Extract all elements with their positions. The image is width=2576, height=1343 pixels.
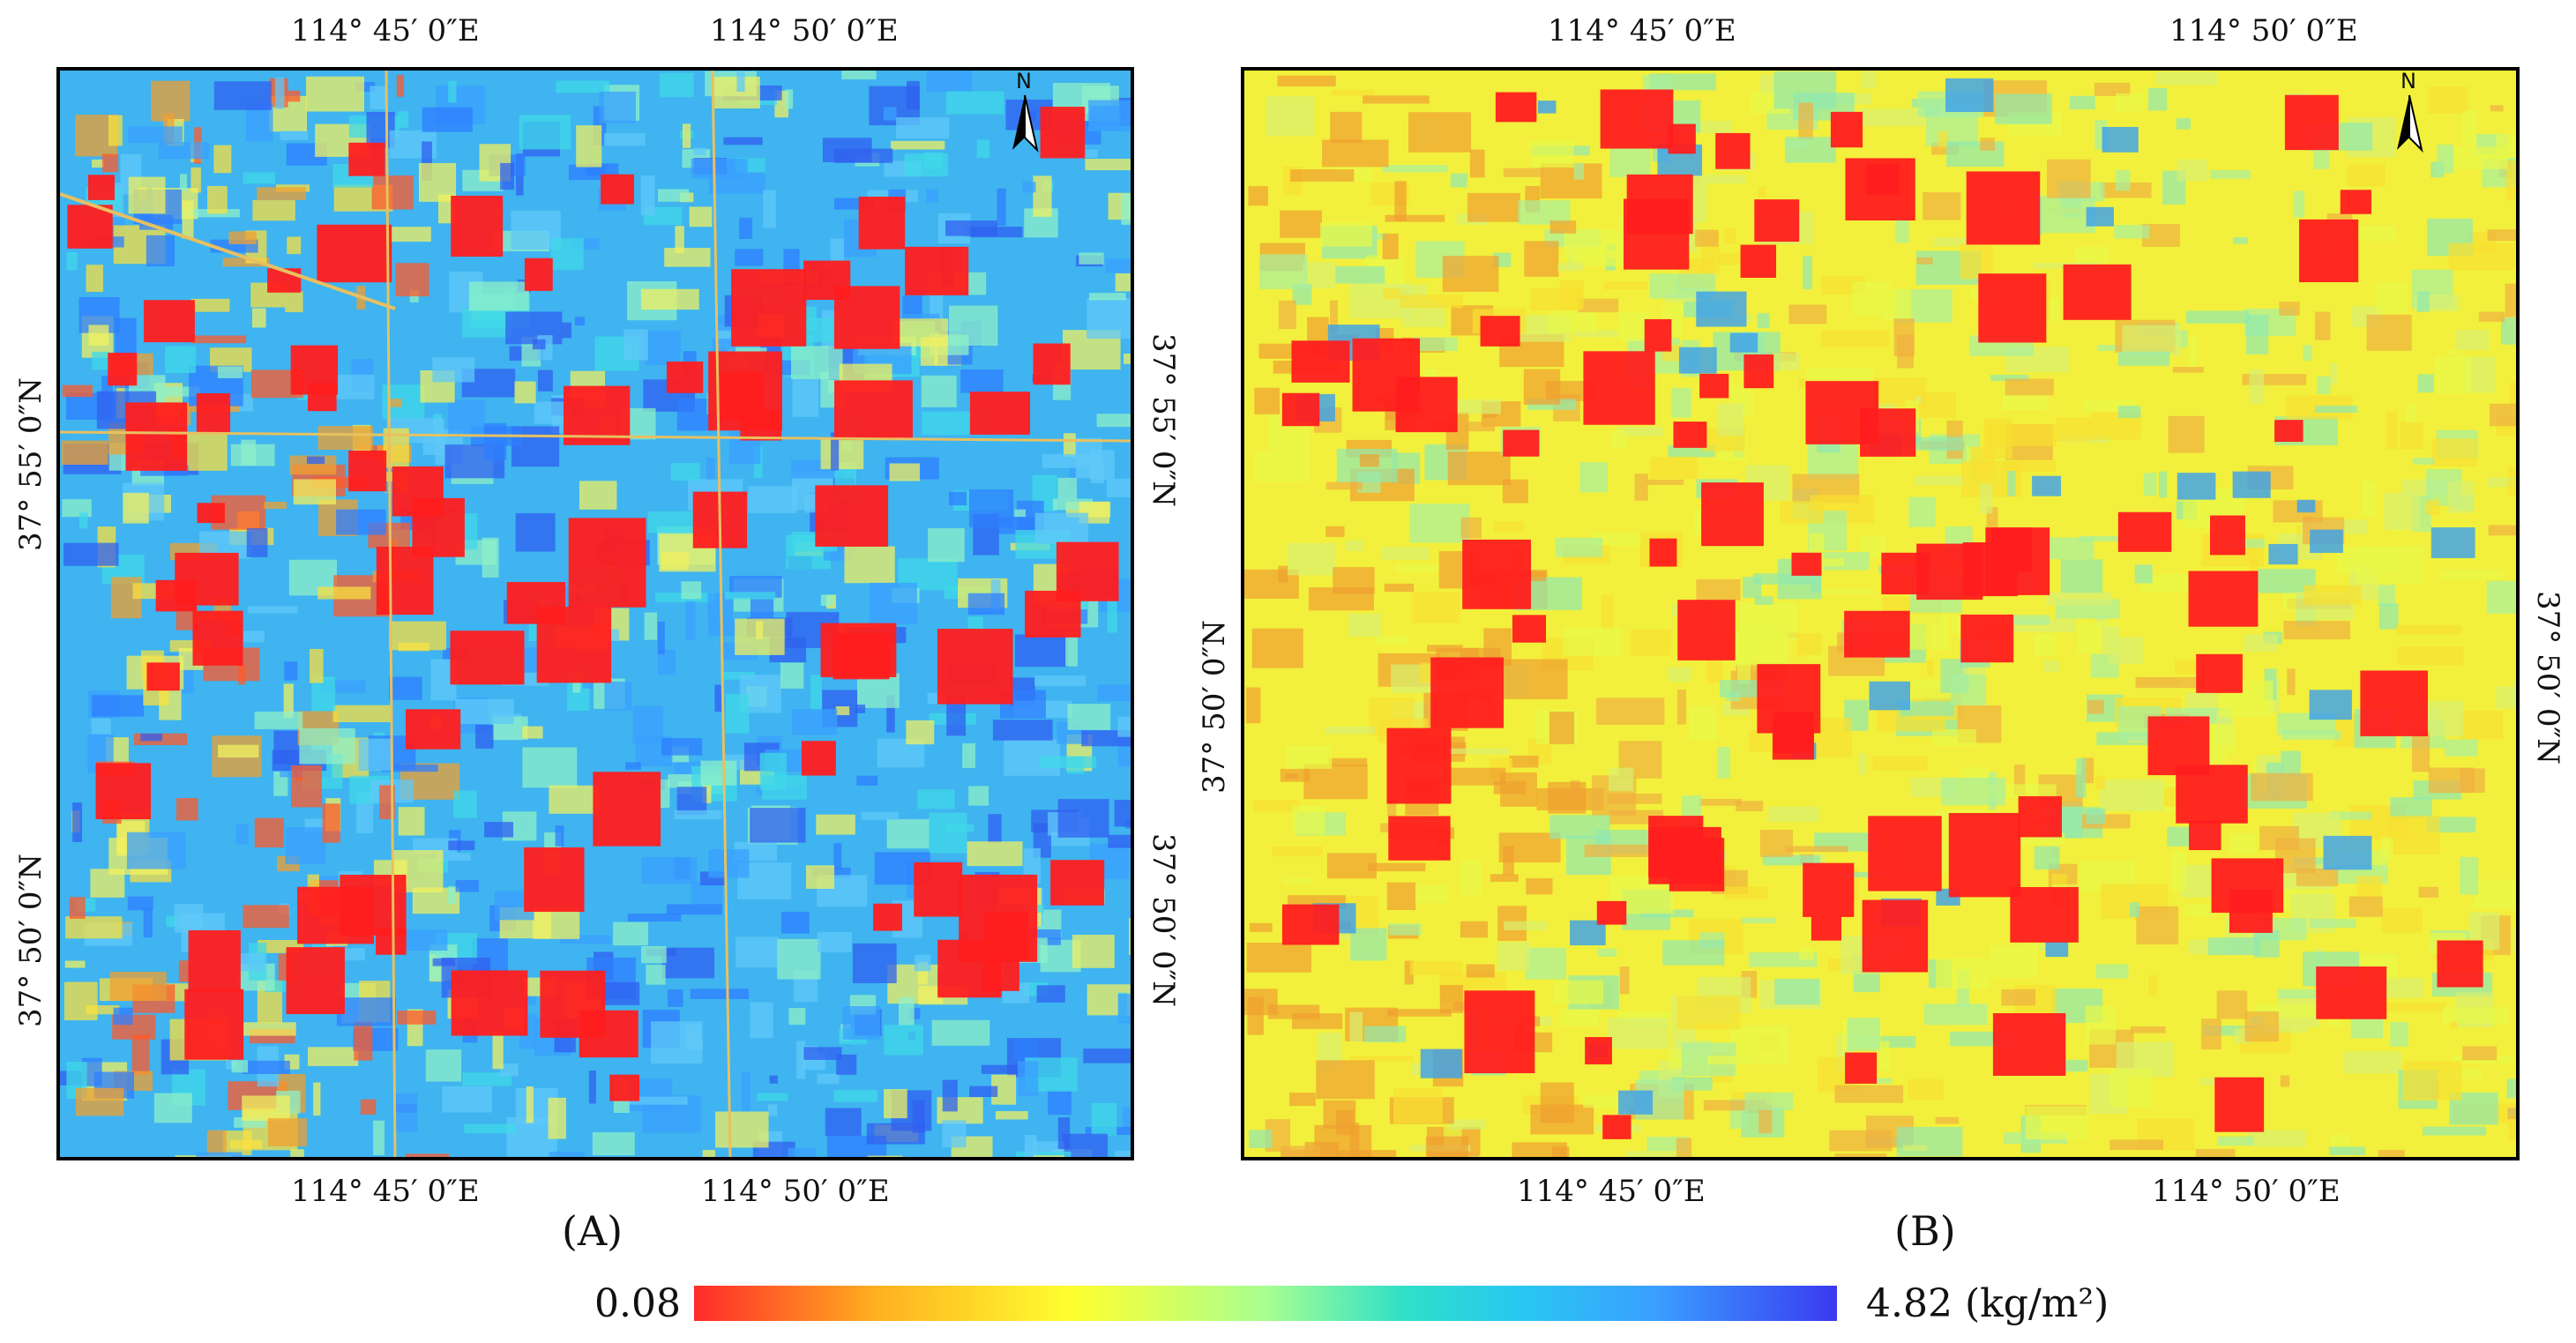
panel-b-bottom-lon-label-1: 114° 45′ 0″E bbox=[1517, 1174, 1706, 1209]
panel-a-caption: (A) bbox=[562, 1207, 623, 1255]
panel-b-bottom-lon-label-2: 114° 50′ 0″E bbox=[2152, 1174, 2341, 1209]
panel-a-bottom-lon-label-1: 114° 45′ 0″E bbox=[291, 1174, 480, 1209]
panel-b-top-lon-label-2: 114° 50′ 0″E bbox=[2169, 13, 2358, 48]
north-label-a: N bbox=[1016, 69, 1032, 93]
legend-min-label: 0.08 bbox=[594, 1281, 681, 1326]
panel-b-left-lat-label-1: 37° 50′ 0″N bbox=[1197, 620, 1232, 794]
panel-a-bottom-lon-label-2: 114° 50′ 0″E bbox=[701, 1174, 890, 1209]
north-label-b: N bbox=[2401, 69, 2416, 93]
panel-b-caption: (B) bbox=[1894, 1207, 1956, 1255]
north-arrow-a: N bbox=[1005, 71, 1044, 155]
panel-a-right-lat-label-1: 37° 55′ 0″N bbox=[1146, 333, 1181, 507]
legend-max-label: 4.82 (kg/m²) bbox=[1866, 1281, 2109, 1326]
biomass-map-b bbox=[1244, 71, 2516, 1157]
panel-a-left-lat-label-1: 37° 55′ 0″N bbox=[13, 377, 49, 551]
panel-b-top-lon-label-1: 114° 45′ 0″E bbox=[1548, 13, 1736, 48]
panel-a-left-lat-label-2: 37° 50′ 0″N bbox=[13, 854, 49, 1027]
north-arrow-icon bbox=[1012, 94, 1039, 153]
panel-b-right-lat-label-1: 37° 50′ 0″N bbox=[2530, 591, 2565, 765]
north-arrow-b: N bbox=[2390, 71, 2429, 155]
panel-a-top-lon-label-2: 114° 50′ 0″E bbox=[710, 13, 899, 48]
map-panel-b bbox=[1241, 67, 2520, 1160]
panel-a-right-lat-label-2: 37° 50′ 0″N bbox=[1146, 833, 1181, 1007]
north-arrow-icon bbox=[2397, 94, 2423, 153]
map-panel-a bbox=[56, 67, 1134, 1160]
panel-a-top-lon-label-1: 114° 45′ 0″E bbox=[291, 13, 480, 48]
legend-colorbar bbox=[694, 1286, 1837, 1321]
biomass-map-a bbox=[60, 71, 1131, 1157]
